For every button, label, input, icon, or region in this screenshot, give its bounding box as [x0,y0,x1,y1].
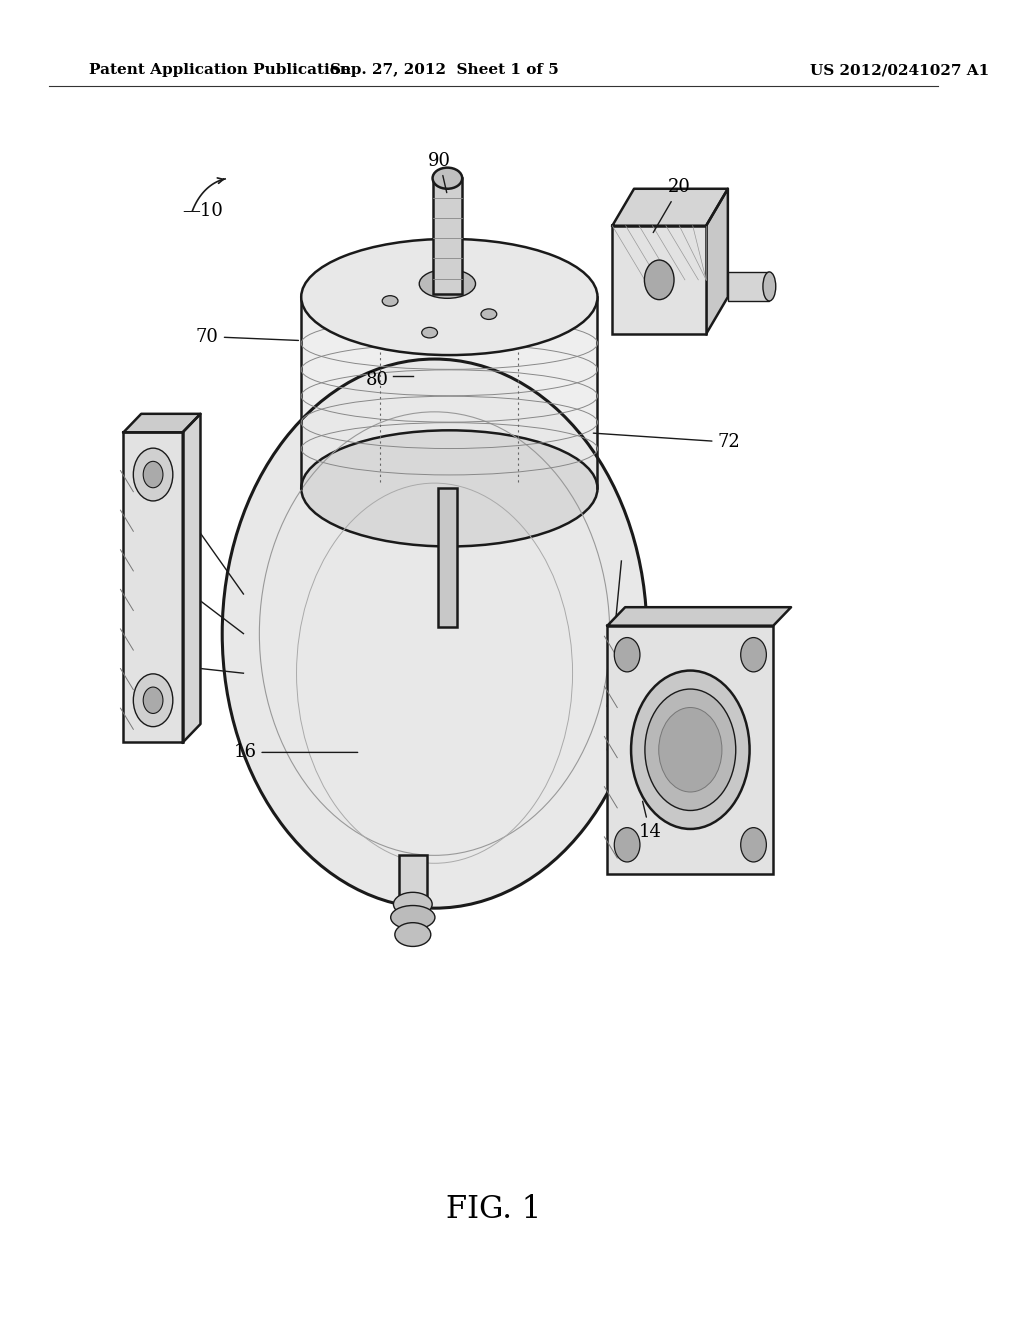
Bar [124,432,182,742]
Text: 14: 14 [638,801,662,841]
Ellipse shape [432,168,462,189]
Bar [607,626,773,874]
Ellipse shape [393,892,432,916]
Circle shape [133,447,173,500]
Ellipse shape [395,923,431,946]
Text: Sep. 27, 2012  Sheet 1 of 5: Sep. 27, 2012 Sheet 1 of 5 [330,63,559,78]
Text: FIG. 1: FIG. 1 [446,1195,542,1225]
Circle shape [614,828,640,862]
Ellipse shape [422,327,437,338]
Ellipse shape [222,359,647,908]
Circle shape [143,461,163,488]
Ellipse shape [301,430,597,546]
Circle shape [133,673,173,726]
Polygon shape [607,607,792,626]
Ellipse shape [763,272,776,301]
Polygon shape [182,413,201,742]
Ellipse shape [419,269,475,298]
Bar [301,297,597,488]
Text: 20: 20 [653,178,691,232]
Ellipse shape [301,239,597,355]
Ellipse shape [391,906,435,929]
Text: Patent Application Publication: Patent Application Publication [89,63,351,78]
Text: 70: 70 [196,327,298,346]
Circle shape [631,671,750,829]
Circle shape [740,828,766,862]
Circle shape [614,638,640,672]
Polygon shape [124,413,201,432]
Ellipse shape [382,296,398,306]
Text: —10: —10 [182,202,223,220]
Circle shape [645,689,736,810]
Circle shape [143,686,163,713]
Circle shape [658,708,722,792]
Bar [612,226,707,334]
Circle shape [644,260,674,300]
Polygon shape [612,189,728,226]
Text: 72: 72 [593,433,740,451]
Bar [432,178,462,294]
Text: 90: 90 [428,152,451,193]
Bar [728,272,769,301]
Circle shape [740,638,766,672]
Bar [437,488,458,627]
Text: 80: 80 [366,371,388,389]
Ellipse shape [481,309,497,319]
Polygon shape [707,189,728,334]
Bar [399,855,427,911]
Text: US 2012/0241027 A1: US 2012/0241027 A1 [810,63,989,78]
Text: 16: 16 [233,743,357,762]
